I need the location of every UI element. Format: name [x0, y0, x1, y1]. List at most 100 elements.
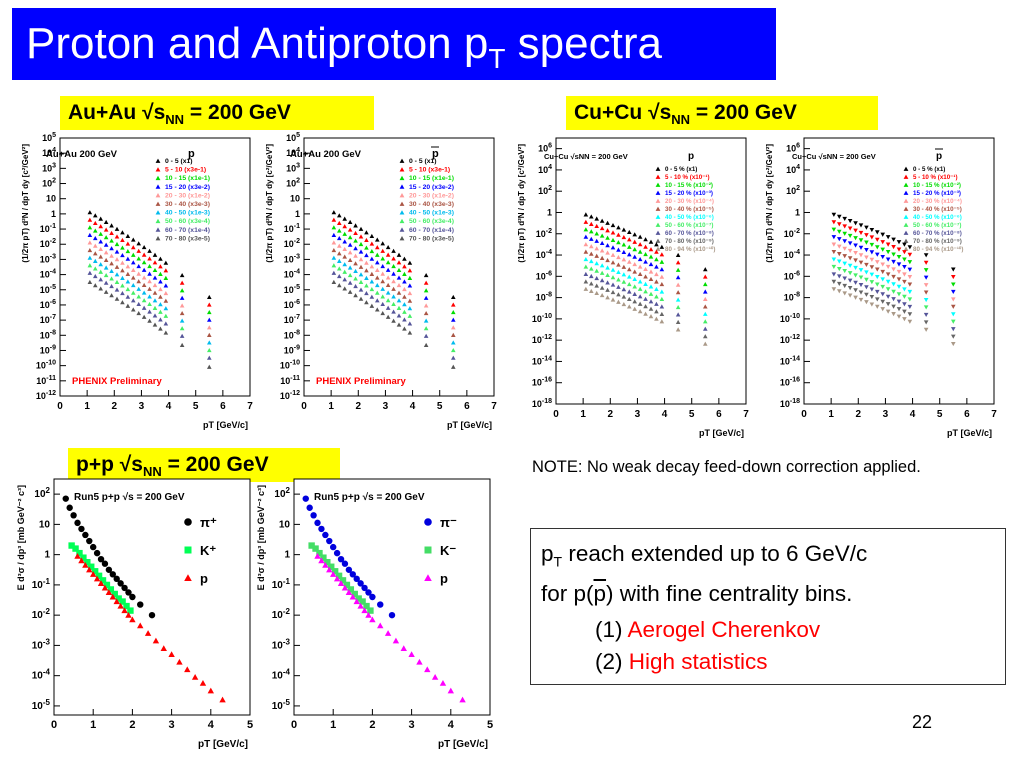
- data-point: [594, 216, 600, 221]
- data-point: [923, 253, 929, 258]
- data-point: [125, 303, 131, 308]
- data-point: [675, 260, 681, 265]
- data-point: [384, 630, 392, 636]
- data-point: [654, 309, 659, 314]
- data-point: [396, 322, 402, 327]
- data-point: [599, 240, 605, 246]
- data-point: [99, 577, 107, 584]
- data-point: [583, 271, 589, 277]
- legend-label: 60 - 70 (x1e-4): [409, 227, 454, 234]
- data-point: [950, 274, 956, 280]
- data-point: [342, 262, 348, 267]
- data-point: [347, 289, 353, 294]
- data-point: [377, 622, 384, 629]
- data-point: [702, 281, 708, 287]
- legend-label: 15 - 20 (x3e-2): [165, 184, 210, 191]
- x-tick-label: 2: [356, 401, 362, 412]
- chart-auau-antiproton: 0 1 2 3 4 5 6 710-1210-1110-1010-910-810-710-61…: [265, 132, 497, 430]
- legend-label: π⁺: [200, 515, 217, 530]
- data-point: [842, 283, 848, 289]
- data-point: [654, 279, 659, 284]
- data-point: [391, 301, 396, 307]
- data-point: [616, 247, 621, 252]
- data-point: [347, 586, 355, 593]
- data-point: [147, 318, 152, 323]
- data-point: [896, 262, 902, 267]
- data-point: [333, 549, 341, 557]
- data-point: [610, 275, 616, 280]
- data-point: [605, 295, 610, 300]
- data-point: [407, 260, 413, 265]
- data-point: [583, 249, 589, 254]
- data-point: [302, 495, 309, 502]
- legend-label: 30 - 40 (x3e-3): [165, 201, 210, 208]
- data-point: [109, 238, 114, 243]
- y-axis-title: (1/2π pT) d²N / dpT dy [c²/GeV²]: [265, 144, 274, 263]
- data-point: [206, 364, 212, 369]
- data-point: [831, 250, 837, 255]
- data-point: [361, 584, 368, 592]
- data-point: [364, 260, 369, 265]
- legend-label: 0 - 5 % (x1): [665, 166, 697, 173]
- data-point: [659, 252, 665, 257]
- y-tick-label: 10-11: [280, 375, 300, 386]
- data-point: [369, 303, 375, 308]
- data-point: [87, 279, 93, 285]
- data-point: [836, 259, 842, 264]
- data-point: [626, 274, 632, 279]
- data-point: [316, 549, 323, 557]
- data-point: [391, 286, 396, 291]
- data-point: [896, 299, 902, 304]
- data-point: [364, 300, 369, 305]
- data-point: [152, 322, 158, 327]
- x-tick-label: 4: [448, 719, 455, 731]
- x-tick-label: 4: [910, 409, 916, 420]
- data-point: [331, 279, 337, 285]
- data-point: [885, 257, 891, 262]
- data-point: [902, 264, 907, 270]
- data-point: [616, 240, 621, 245]
- data-point: [891, 289, 896, 294]
- summary-line2-a: for p(: [541, 581, 594, 606]
- data-point: [950, 327, 956, 332]
- data-point: [163, 330, 169, 335]
- data-point: [74, 519, 81, 527]
- data-point: [347, 250, 353, 255]
- data-point: [621, 287, 627, 292]
- data-point: [675, 252, 681, 257]
- data-point: [836, 266, 842, 272]
- legend-marker: [184, 574, 192, 582]
- y-tick-label: 106: [786, 143, 800, 154]
- data-point: [583, 219, 589, 224]
- data-point: [880, 247, 886, 252]
- data-point: [179, 303, 185, 308]
- data-point: [402, 317, 407, 322]
- data-point: [158, 302, 163, 307]
- data-point: [648, 284, 654, 289]
- legend-marker: [655, 222, 661, 227]
- x-tick-label: 0: [51, 719, 57, 731]
- data-point: [891, 237, 896, 242]
- data-point: [322, 562, 329, 568]
- data-point: [179, 318, 185, 323]
- data-point: [847, 248, 853, 253]
- data-point: [326, 566, 333, 573]
- data-point: [847, 226, 853, 231]
- data-point: [136, 279, 142, 284]
- data-point: [364, 237, 369, 243]
- data-point: [632, 254, 638, 259]
- data-point: [342, 224, 348, 229]
- data-point: [358, 257, 364, 262]
- y-tick-label: 10: [290, 194, 300, 204]
- data-point: [336, 273, 342, 279]
- data-point: [103, 257, 109, 262]
- data-point: [120, 290, 125, 296]
- data-point: [605, 228, 610, 233]
- data-point: [353, 284, 358, 289]
- data-point: [616, 269, 621, 275]
- data-point: [583, 242, 589, 247]
- data-point: [583, 279, 589, 284]
- data-point: [82, 531, 89, 539]
- data-point: [626, 259, 632, 264]
- data-point: [396, 313, 402, 318]
